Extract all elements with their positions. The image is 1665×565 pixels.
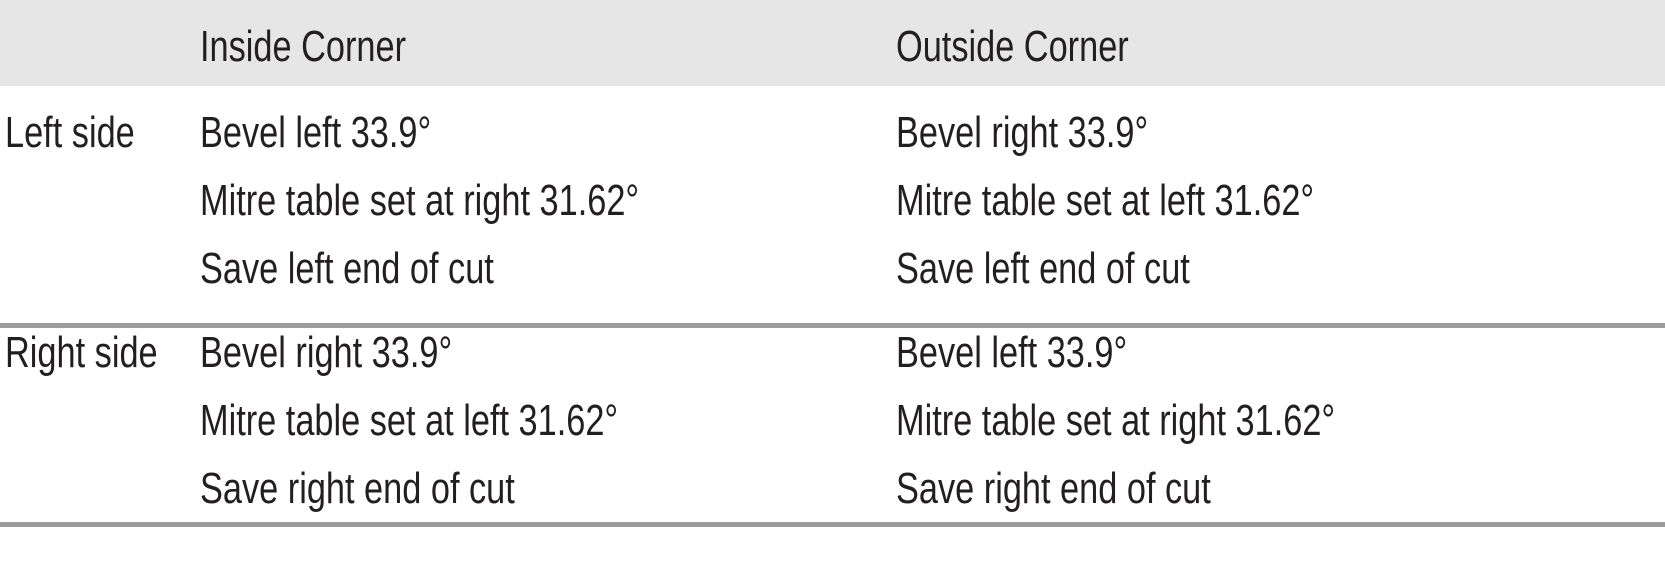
header-outside-corner: Outside Corner (896, 22, 1129, 71)
table-header-row (0, 0, 1665, 86)
cell-text: Save right end of cut (200, 464, 515, 513)
row-label-right-side: Right side (5, 328, 158, 377)
cell-text: Mitre table set at left 31.62° (200, 396, 619, 445)
group-divider (0, 323, 1665, 328)
cell-text: Mitre table set at right 31.62° (896, 396, 1336, 445)
row-label-left-side: Left side (5, 108, 135, 157)
cell-text: Bevel right 33.9° (896, 108, 1149, 157)
cell-text: Save right end of cut (896, 464, 1211, 513)
cell-text: Mitre table set at right 31.62° (200, 176, 640, 225)
cell-text: Mitre table set at left 31.62° (896, 176, 1315, 225)
cell-text: Bevel right 33.9° (200, 328, 453, 377)
table-bottom-rule (0, 522, 1665, 527)
cell-text: Bevel left 33.9° (200, 108, 432, 157)
cell-text: Bevel left 33.9° (896, 328, 1128, 377)
cell-text: Save left end of cut (896, 244, 1190, 293)
cell-text: Save left end of cut (200, 244, 494, 293)
header-inside-corner: Inside Corner (200, 22, 407, 71)
